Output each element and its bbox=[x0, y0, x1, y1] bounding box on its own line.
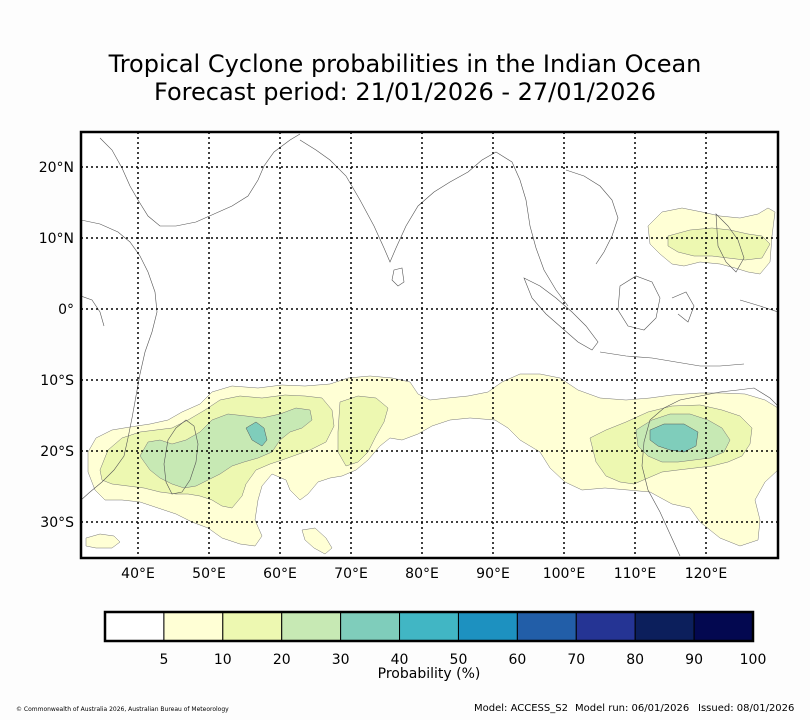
lon-label: 70°E bbox=[334, 566, 368, 582]
lon-label: 80°E bbox=[405, 566, 439, 582]
colorbar-swatch bbox=[575, 611, 636, 642]
lon-label: 40°E bbox=[121, 566, 155, 582]
colorbar-tick-label: 80 bbox=[626, 652, 644, 668]
colorbar-swatch bbox=[281, 611, 342, 642]
lon-label: 60°E bbox=[263, 566, 297, 582]
colorbar bbox=[103, 610, 755, 643]
latitude-labels: 20°N 10°N 0° 10°S 20°S 30°S bbox=[39, 160, 74, 531]
longitude-labels: 40°E 50°E 60°E 70°E 80°E 90°E 100°E 110°… bbox=[121, 566, 727, 582]
map-title-line-2: Forecast period: 21/01/2026 - 27/01/2026 bbox=[154, 78, 656, 106]
contour-10-20-northeast bbox=[667, 227, 771, 261]
lat-label: 10°S bbox=[40, 373, 74, 389]
colorbar-swatch bbox=[104, 611, 165, 642]
colorbar-tick-label: 100 bbox=[740, 652, 767, 668]
colorbar-tick-label: 30 bbox=[332, 652, 350, 668]
lon-label: 50°E bbox=[192, 566, 226, 582]
colorbar-swatch bbox=[516, 611, 577, 642]
issued-date: Issued: 08/01/2026 bbox=[698, 703, 795, 714]
colorbar-tick-label: 10 bbox=[214, 652, 232, 668]
colorbar-swatch bbox=[163, 611, 224, 642]
graticule bbox=[81, 132, 778, 558]
map-frame bbox=[79, 130, 780, 560]
colorbar-swatch bbox=[634, 611, 695, 642]
colorbar-frame bbox=[103, 610, 755, 643]
colorbar-tick-label: 60 bbox=[508, 652, 526, 668]
lat-label: 20°S bbox=[40, 444, 74, 460]
lon-label: 120°E bbox=[685, 566, 728, 582]
colorbar-swatch bbox=[693, 611, 754, 642]
lat-label: 0° bbox=[58, 302, 74, 318]
lon-label: 100°E bbox=[543, 566, 586, 582]
contour-5-10-island-b bbox=[301, 527, 333, 555]
lat-label: 30°S bbox=[40, 515, 74, 531]
colorbar-tick-label: 70 bbox=[567, 652, 585, 668]
colorbar-label: Probability (%) bbox=[378, 666, 481, 682]
colorbar-swatch bbox=[457, 611, 518, 642]
colorbar-swatch bbox=[399, 611, 459, 642]
contour-20-30-southwest bbox=[139, 407, 313, 489]
contour-5-10-island-a bbox=[85, 533, 121, 549]
colorbar-swatch bbox=[222, 611, 283, 642]
colorbar-tick-label: 90 bbox=[685, 652, 703, 668]
contour-30-40-southwest bbox=[245, 421, 268, 447]
lon-label: 90°E bbox=[476, 566, 510, 582]
lat-label: 20°N bbox=[39, 160, 74, 176]
lat-label: 10°N bbox=[39, 231, 74, 247]
colorbar-swatch bbox=[340, 611, 401, 642]
model-run-date: Model run: 06/01/2026 bbox=[575, 703, 690, 714]
model-name: Model: ACCESS_S2 bbox=[474, 703, 568, 714]
map-title-line-1: Tropical Cyclone probabilities in the In… bbox=[108, 50, 702, 78]
lon-label: 110°E bbox=[614, 566, 657, 582]
colorbar-tick-label: 5 bbox=[159, 652, 168, 668]
coastlines bbox=[81, 133, 778, 557]
copyright-notice: © Commonwealth of Australia 2026, Austra… bbox=[16, 706, 229, 713]
colorbar-tick-label: 50 bbox=[450, 652, 468, 668]
colorbar-tick-label: 40 bbox=[391, 652, 409, 668]
colorbar-tick-labels: 5 10 20 30 40 50 60 70 80 90 100 bbox=[159, 652, 766, 668]
contour-30-40-east bbox=[649, 423, 699, 453]
colorbar-tick-label: 20 bbox=[273, 652, 291, 668]
